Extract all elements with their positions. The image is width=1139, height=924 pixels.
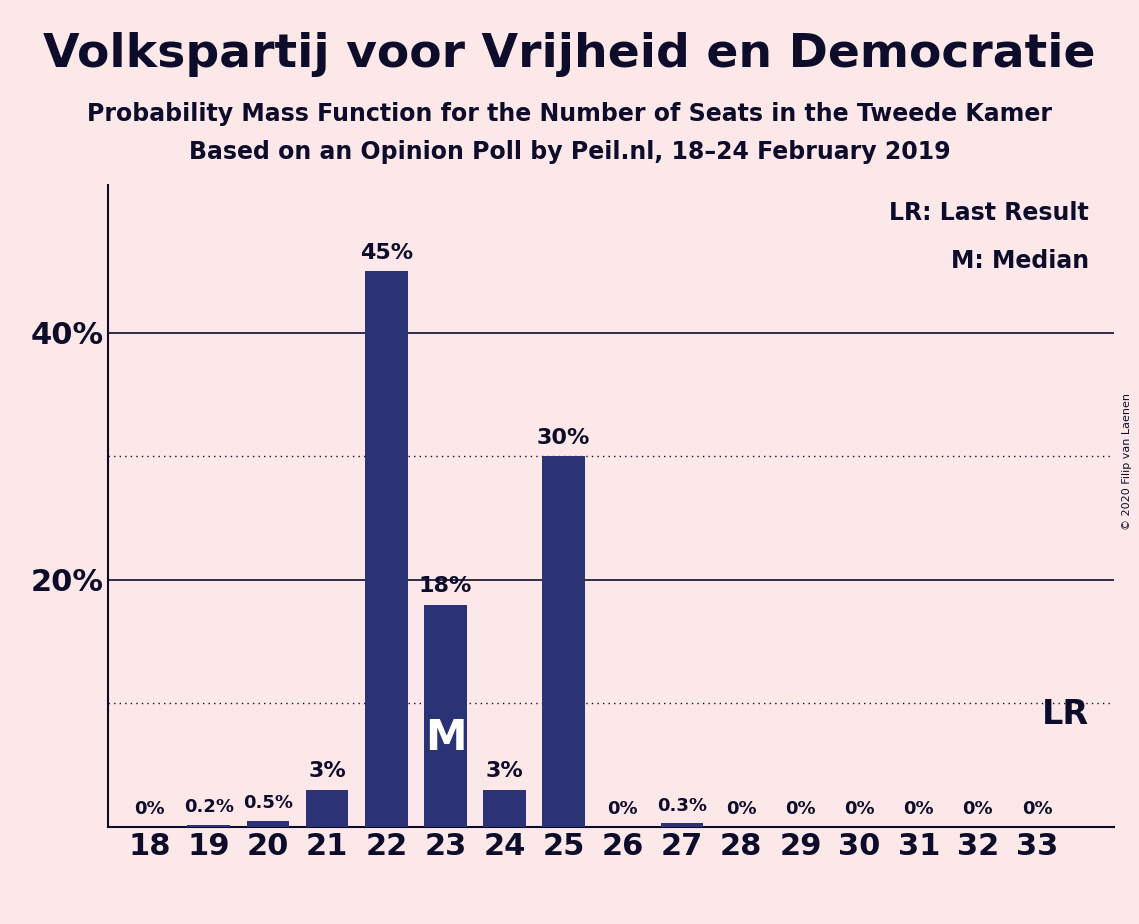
Text: LR: LR xyxy=(1042,699,1089,731)
Bar xyxy=(483,790,526,827)
Text: 0.5%: 0.5% xyxy=(243,794,293,812)
Text: 0%: 0% xyxy=(903,800,934,819)
Text: 3%: 3% xyxy=(309,761,346,782)
Text: 30%: 30% xyxy=(538,428,590,448)
Text: M: Median: M: Median xyxy=(951,249,1089,273)
Text: 0.2%: 0.2% xyxy=(183,797,233,816)
Text: 45%: 45% xyxy=(360,243,412,262)
Text: 0%: 0% xyxy=(134,800,165,819)
Bar xyxy=(542,456,585,827)
Text: 0%: 0% xyxy=(726,800,756,819)
Text: 0%: 0% xyxy=(844,800,875,819)
Text: 3%: 3% xyxy=(485,761,524,782)
Bar xyxy=(364,272,408,827)
Text: 0.3%: 0.3% xyxy=(657,796,707,815)
Text: M: M xyxy=(425,717,466,759)
Text: 0%: 0% xyxy=(785,800,816,819)
Bar xyxy=(188,824,230,827)
Text: Based on an Opinion Poll by Peil.nl, 18–24 February 2019: Based on an Opinion Poll by Peil.nl, 18–… xyxy=(189,140,950,164)
Bar xyxy=(305,790,349,827)
Text: 18%: 18% xyxy=(419,576,472,596)
Text: Volkspartij voor Vrijheid en Democratie: Volkspartij voor Vrijheid en Democratie xyxy=(43,32,1096,78)
Bar xyxy=(424,604,467,827)
Text: 0%: 0% xyxy=(607,800,638,819)
Text: LR: Last Result: LR: Last Result xyxy=(890,201,1089,225)
Bar xyxy=(247,821,289,827)
Text: © 2020 Filip van Laenen: © 2020 Filip van Laenen xyxy=(1122,394,1132,530)
Text: Probability Mass Function for the Number of Seats in the Tweede Kamer: Probability Mass Function for the Number… xyxy=(87,102,1052,126)
Bar xyxy=(661,823,704,827)
Text: 0%: 0% xyxy=(962,800,993,819)
Text: 0%: 0% xyxy=(1022,800,1052,819)
